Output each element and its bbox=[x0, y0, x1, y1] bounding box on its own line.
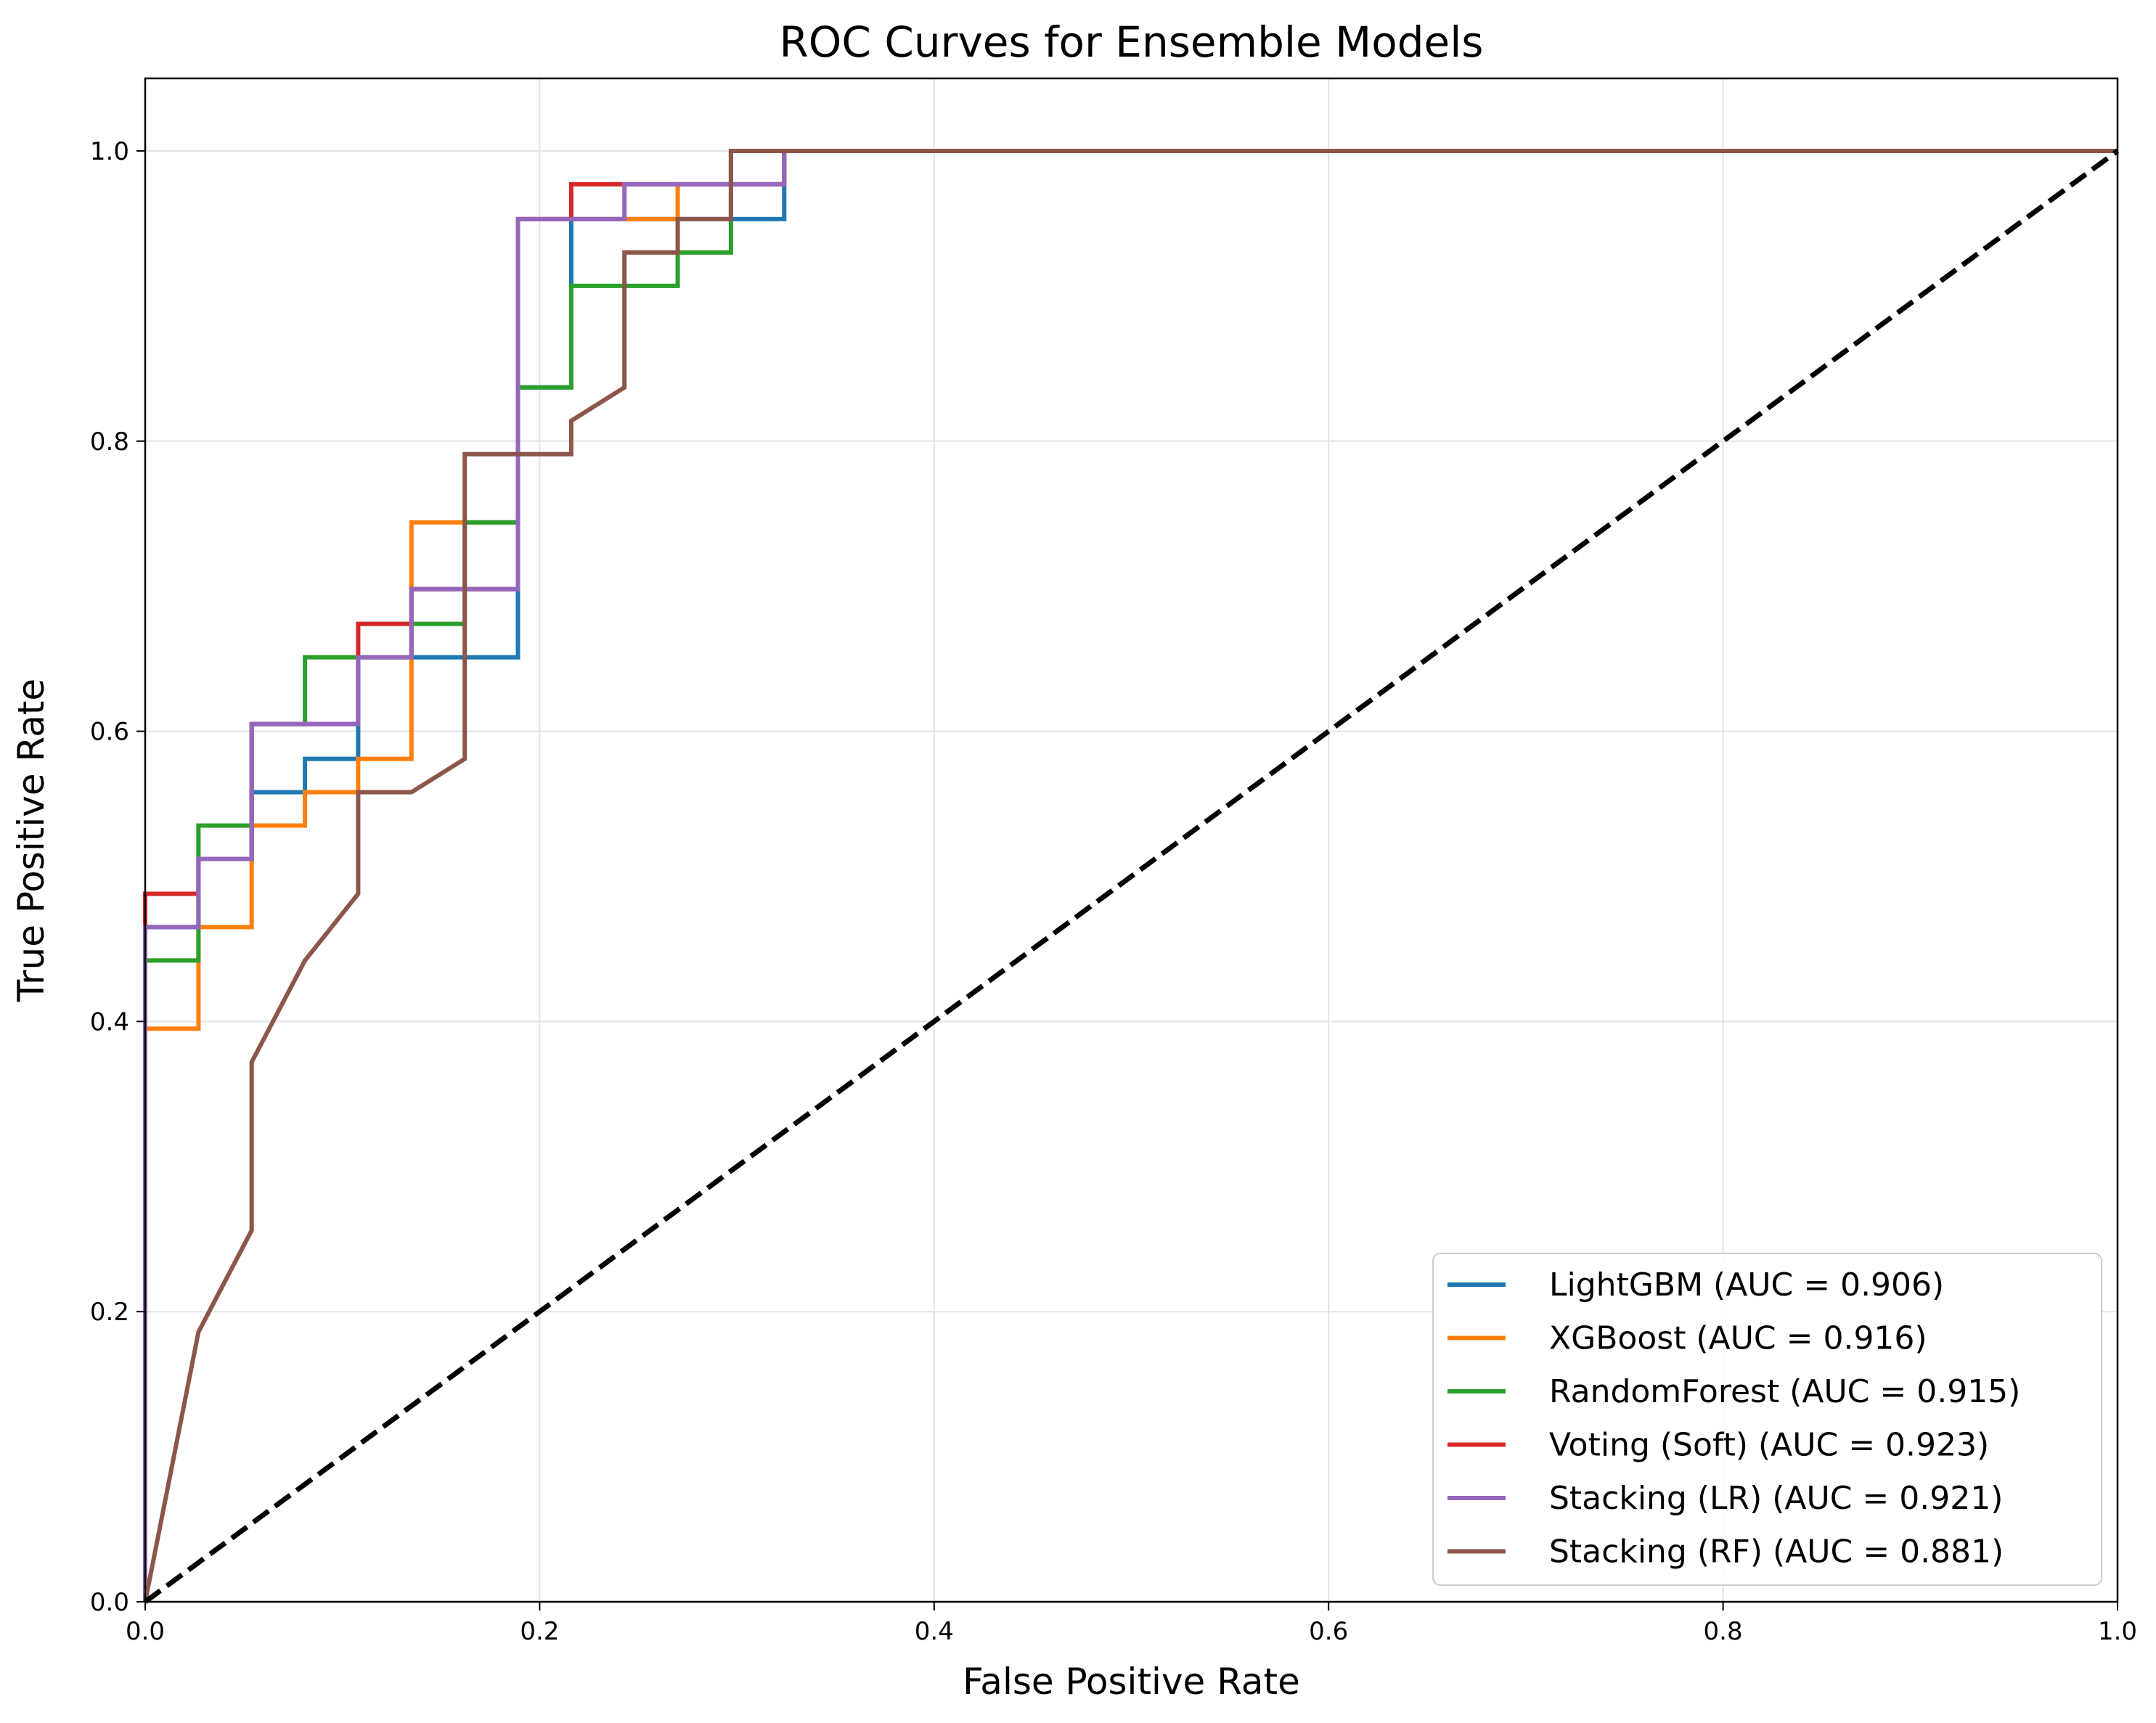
legend-entry: XGBoost (AUC = 0.916) bbox=[1549, 1320, 1927, 1357]
y-tick-label: 0.8 bbox=[90, 427, 129, 457]
legend-entry: LightGBM (AUC = 0.906) bbox=[1549, 1266, 1944, 1303]
axis-ticks: 0.0 0.2 0.4 0.6 0.8 1.0 0.0 0.2 0.4 0.6 0.8 1.0 bbox=[90, 137, 2137, 1646]
x-tick-label: 0.8 bbox=[1704, 1617, 1743, 1646]
y-tick-label: 0.6 bbox=[90, 718, 129, 747]
series-line-stacking bbox=[143, 149, 2118, 1603]
x-tick-label: 0.2 bbox=[520, 1617, 559, 1646]
series-lines bbox=[143, 149, 2120, 1604]
x-tick-label: 0.4 bbox=[915, 1617, 954, 1646]
chance-diagonal-line bbox=[143, 149, 2120, 1604]
x-axis-label: False Positive Rate bbox=[963, 1661, 1300, 1703]
legend-entry: Voting (Soft) (AUC = 0.923) bbox=[1549, 1427, 1989, 1464]
plot-frame bbox=[144, 77, 2119, 1603]
chart-title: ROC Curves for Ensemble Models bbox=[779, 17, 1483, 67]
x-tick-label: 1.0 bbox=[2098, 1617, 2137, 1646]
y-tick-label: 0.2 bbox=[90, 1298, 129, 1327]
legend-entry: Stacking (LR) (AUC = 0.921) bbox=[1549, 1480, 2003, 1517]
series-line-stacking bbox=[143, 149, 2118, 1602]
legend-entry: RandomForest (AUC = 0.915) bbox=[1549, 1373, 2020, 1410]
y-tick-label: 0.0 bbox=[90, 1588, 129, 1617]
grid bbox=[144, 78, 2118, 1603]
legend-entry: Stacking (RF) (AUC = 0.881) bbox=[1549, 1534, 2004, 1571]
x-tick-label: 0.6 bbox=[1309, 1617, 1348, 1646]
x-tick-label: 0.0 bbox=[126, 1617, 165, 1646]
y-tick-label: 0.4 bbox=[90, 1007, 129, 1036]
y-tick-label: 1.0 bbox=[90, 137, 129, 166]
legend: LightGBM (AUC = 0.906) XGBoost (AUC = 0.9… bbox=[1432, 1253, 2102, 1586]
legend-box bbox=[1432, 1253, 2102, 1586]
y-axis-label: True Positive Rate bbox=[10, 679, 52, 1002]
